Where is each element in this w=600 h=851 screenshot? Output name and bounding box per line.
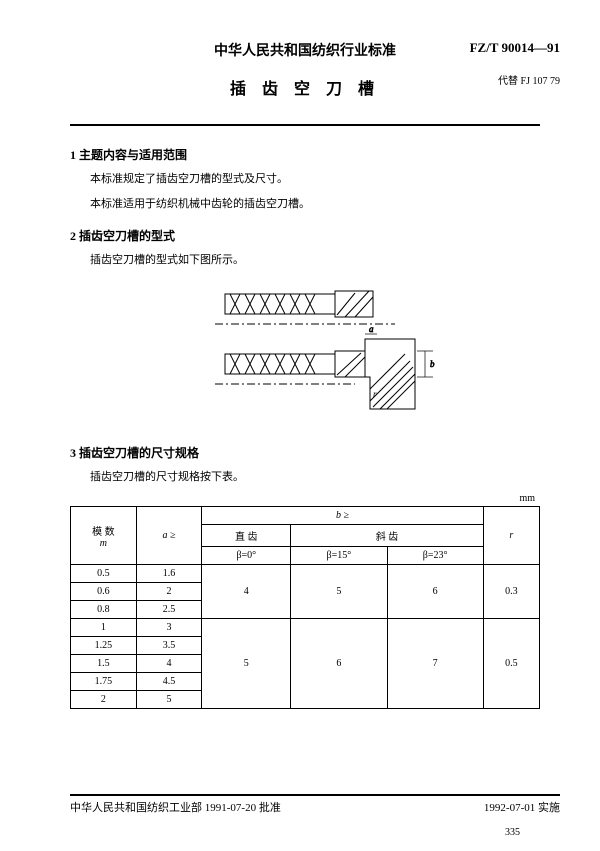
col-beta0: β=0° xyxy=(202,547,291,565)
standard-code: FZ/T 90014—91 xyxy=(470,40,560,56)
col-modulus: 模 数 xyxy=(92,527,115,538)
section-3-heading: 3 插齿空刀槽的尺寸规格 xyxy=(70,444,540,461)
section-1-para-2: 本标准适用于纺织机械中齿轮的插齿空刀槽。 xyxy=(90,196,540,213)
footer-effective: 1992-07-01 实施 xyxy=(484,799,560,815)
footer: 中华人民共和国纺织工业部 1991-07-20 批准 1992-07-01 实施 xyxy=(70,794,560,815)
header-rule xyxy=(70,124,540,126)
col-b: b ≥ xyxy=(336,510,349,521)
section-3-para-1: 插齿空刀槽的尺寸规格按下表。 xyxy=(90,469,540,486)
dim-label-b: b xyxy=(430,359,435,369)
table-row: 13 5 6 7 0.5 xyxy=(71,619,540,637)
dim-label-r: r xyxy=(373,389,377,399)
table-row: 模 数m a ≥ b ≥ r xyxy=(71,507,540,525)
section-1-heading: 1 主题内容与适用范围 xyxy=(70,146,540,163)
col-helical: 斜 齿 xyxy=(291,525,483,547)
document-header: 中华人民共和国纺织行业标准 FZ/T 90014—91 插 齿 空 刀 槽 代替… xyxy=(70,40,540,99)
section-2-heading: 2 插齿空刀槽的型式 xyxy=(70,227,540,244)
col-r: r xyxy=(509,530,513,541)
spec-table: 模 数m a ≥ b ≥ r 直 齿 斜 齿 β=0° β=15° β=23° … xyxy=(70,506,540,709)
col-modulus-sub: m xyxy=(100,538,107,549)
col-beta23: β=23° xyxy=(387,547,483,565)
col-beta15: β=15° xyxy=(291,547,387,565)
gear-slot-diagram: a b r xyxy=(70,279,540,429)
replace-note: 代替 FJ 107 79 xyxy=(498,72,560,87)
dim-label-a: a xyxy=(369,324,374,334)
table-unit: mm xyxy=(70,493,540,504)
table-row: 0.51.6 4 5 6 0.3 xyxy=(71,565,540,583)
section-2-para-1: 插齿空刀槽的型式如下图所示。 xyxy=(90,252,540,269)
section-1-para-1: 本标准规定了插齿空刀槽的型式及尺寸。 xyxy=(90,171,540,188)
col-a: a ≥ xyxy=(162,530,175,541)
footer-approval: 中华人民共和国纺织工业部 1991-07-20 批准 xyxy=(70,799,281,815)
col-straight: 直 齿 xyxy=(202,525,291,547)
document-title: 插 齿 空 刀 槽 xyxy=(70,75,540,99)
page-number: 335 xyxy=(505,827,520,838)
